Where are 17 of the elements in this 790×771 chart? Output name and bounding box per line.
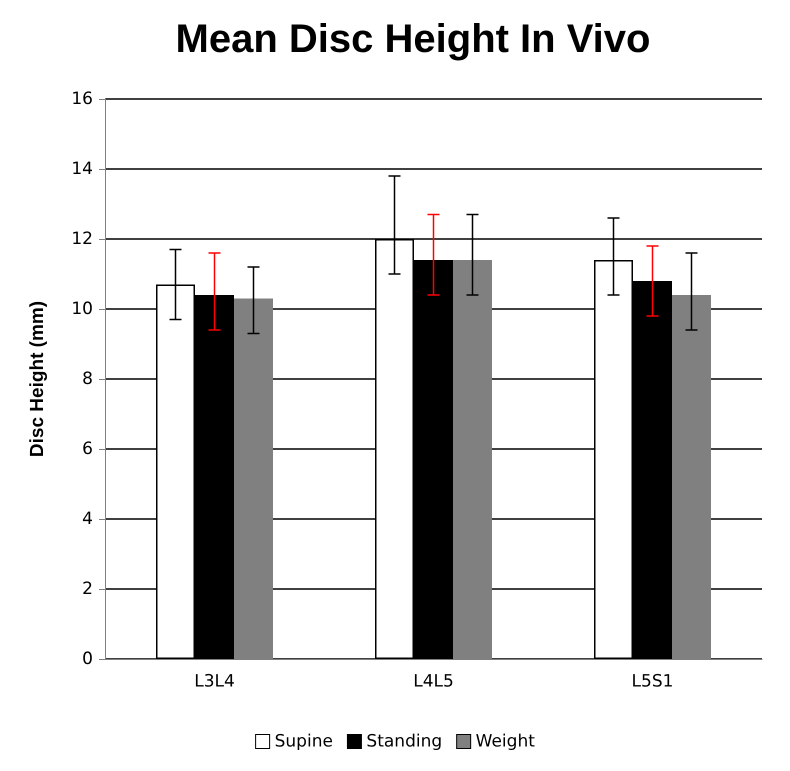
chart-title: Mean Disc Height In Vivo [176, 17, 650, 61]
y-tick-label: 14 [71, 159, 93, 179]
legend-label: Standing [366, 732, 442, 752]
y-tick-label: 4 [82, 509, 93, 529]
y-tick-label: 6 [82, 439, 93, 459]
y-tick-label: 0 [82, 649, 93, 669]
x-tick-label: L4L5 [413, 672, 454, 692]
y-tick-label: 16 [71, 89, 93, 109]
legend-label: Weight [476, 732, 536, 752]
x-tick-label: L5S1 [632, 672, 674, 692]
y-tick-label: 10 [71, 299, 93, 319]
y-tick-label: 8 [82, 369, 93, 389]
y-tick-label: 12 [71, 229, 93, 249]
y-tick-label: 2 [82, 579, 93, 599]
x-tick-label: L3L4 [194, 672, 235, 692]
y-axis-title: Disc Height (mm) [27, 300, 48, 458]
legend-label: Supine [274, 732, 333, 752]
